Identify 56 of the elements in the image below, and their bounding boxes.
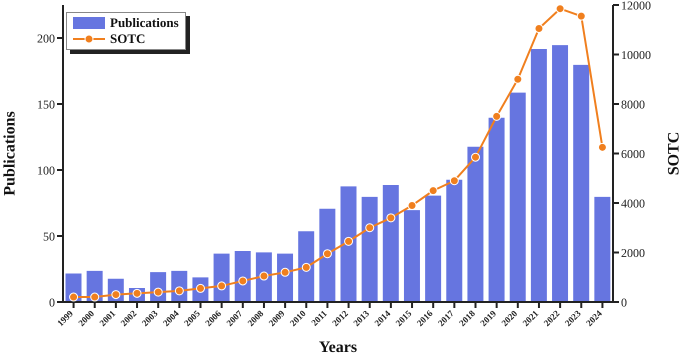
y-tick-label: 50 [43,229,55,244]
y-tick-label: 200 [37,31,55,46]
point [111,290,120,300]
point [365,223,374,232]
point [471,152,480,162]
y2-tick-label: 8000 [621,97,645,112]
legend-label: Publications [110,15,179,31]
y-axis-title: Publications [2,111,19,196]
point [450,176,459,186]
bar [466,146,484,302]
bar [551,44,570,302]
point [174,286,184,296]
point [386,213,396,222]
bar [318,208,336,302]
point [154,288,163,297]
legend-label: SOTC [110,31,146,47]
bar [360,196,379,302]
point [259,272,268,281]
point [492,112,502,121]
point [69,292,78,302]
point [322,249,332,258]
point [302,262,311,272]
y2-tick-label: 0 [621,295,627,310]
point [598,142,607,152]
x-tick-label: 2011 [309,308,330,328]
bar [445,178,464,302]
point [238,276,248,286]
point [513,74,522,84]
point [556,5,565,14]
point [428,186,438,196]
bar [340,185,358,302]
bar [382,184,400,302]
y2-tick-label: 12000 [621,0,651,12]
y-tick-label: 150 [37,97,55,112]
x-axis-title: Years [318,339,358,356]
point [217,281,226,290]
bar [508,92,527,302]
bar [276,252,294,302]
bar [254,251,273,302]
y2-tick-label: 4000 [621,196,645,210]
point [280,268,290,277]
bar [212,252,231,302]
y-tick-label: 100 [37,163,55,178]
bar [234,250,252,302]
bar [530,48,548,302]
bar [593,196,612,302]
point [576,12,586,21]
point [90,292,100,302]
y2-axis-title: SOTC [666,132,683,176]
bar [572,64,590,302]
point [344,236,354,246]
y2-tick-label: 2000 [621,246,645,260]
y2-tick-label: 10000 [621,48,651,62]
y2-tick-label: 6000 [621,146,645,161]
bar [297,230,316,302]
y-tick-label: 0 [49,295,55,310]
